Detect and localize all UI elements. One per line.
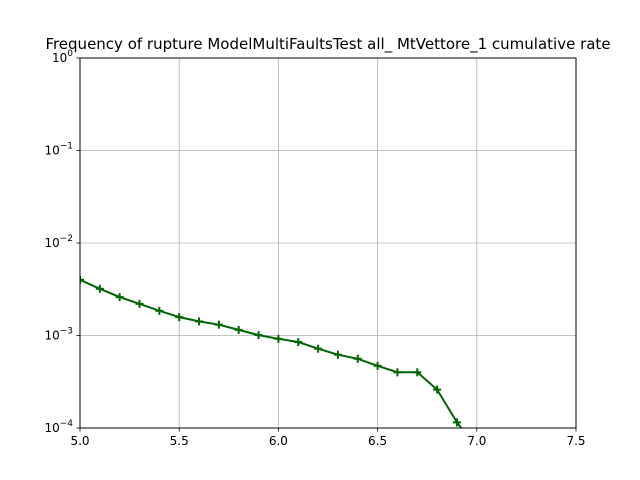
data-point bbox=[393, 368, 402, 377]
data-point bbox=[175, 313, 184, 322]
y-tick-label: 10−3 bbox=[44, 327, 73, 343]
data-point bbox=[274, 334, 283, 343]
data-point bbox=[155, 306, 164, 315]
data-point bbox=[353, 354, 362, 363]
data-point bbox=[80, 275, 84, 284]
data-point bbox=[413, 368, 422, 377]
y-tick-label: 10−1 bbox=[44, 142, 73, 158]
x-axis-ticks: 5.0 5.5 6.0 6.5 7.0 7.5 bbox=[70, 428, 586, 448]
data-point bbox=[234, 325, 243, 334]
data-point bbox=[433, 385, 442, 394]
x-tick-label: 7.5 bbox=[566, 434, 585, 448]
x-tick-label: 7.0 bbox=[467, 434, 486, 448]
data-point bbox=[452, 418, 461, 427]
data-point bbox=[254, 331, 263, 340]
y-tick-label: 10−4 bbox=[44, 419, 73, 435]
data-point bbox=[214, 320, 223, 329]
y-tick-label: 100 bbox=[52, 49, 73, 65]
y-axis-ticks: 100 10−1 10−2 10−3 10−4 bbox=[44, 49, 80, 435]
x-tick-label: 6.0 bbox=[269, 434, 288, 448]
data-point bbox=[135, 299, 144, 308]
x-tick-label: 6.5 bbox=[368, 434, 387, 448]
data-point bbox=[195, 317, 204, 326]
data-point bbox=[314, 344, 323, 353]
chart-title: Frequency of rupture ModelMultiFaultsTes… bbox=[45, 35, 610, 54]
data-point bbox=[333, 350, 342, 359]
data-point bbox=[373, 361, 382, 370]
data-point bbox=[294, 338, 303, 347]
y-tick-label: 10−2 bbox=[44, 234, 73, 250]
data-point bbox=[95, 284, 104, 293]
data-point bbox=[115, 293, 124, 302]
series-layer bbox=[80, 275, 463, 428]
x-tick-label: 5.5 bbox=[170, 434, 189, 448]
x-tick-label: 5.0 bbox=[70, 434, 89, 448]
